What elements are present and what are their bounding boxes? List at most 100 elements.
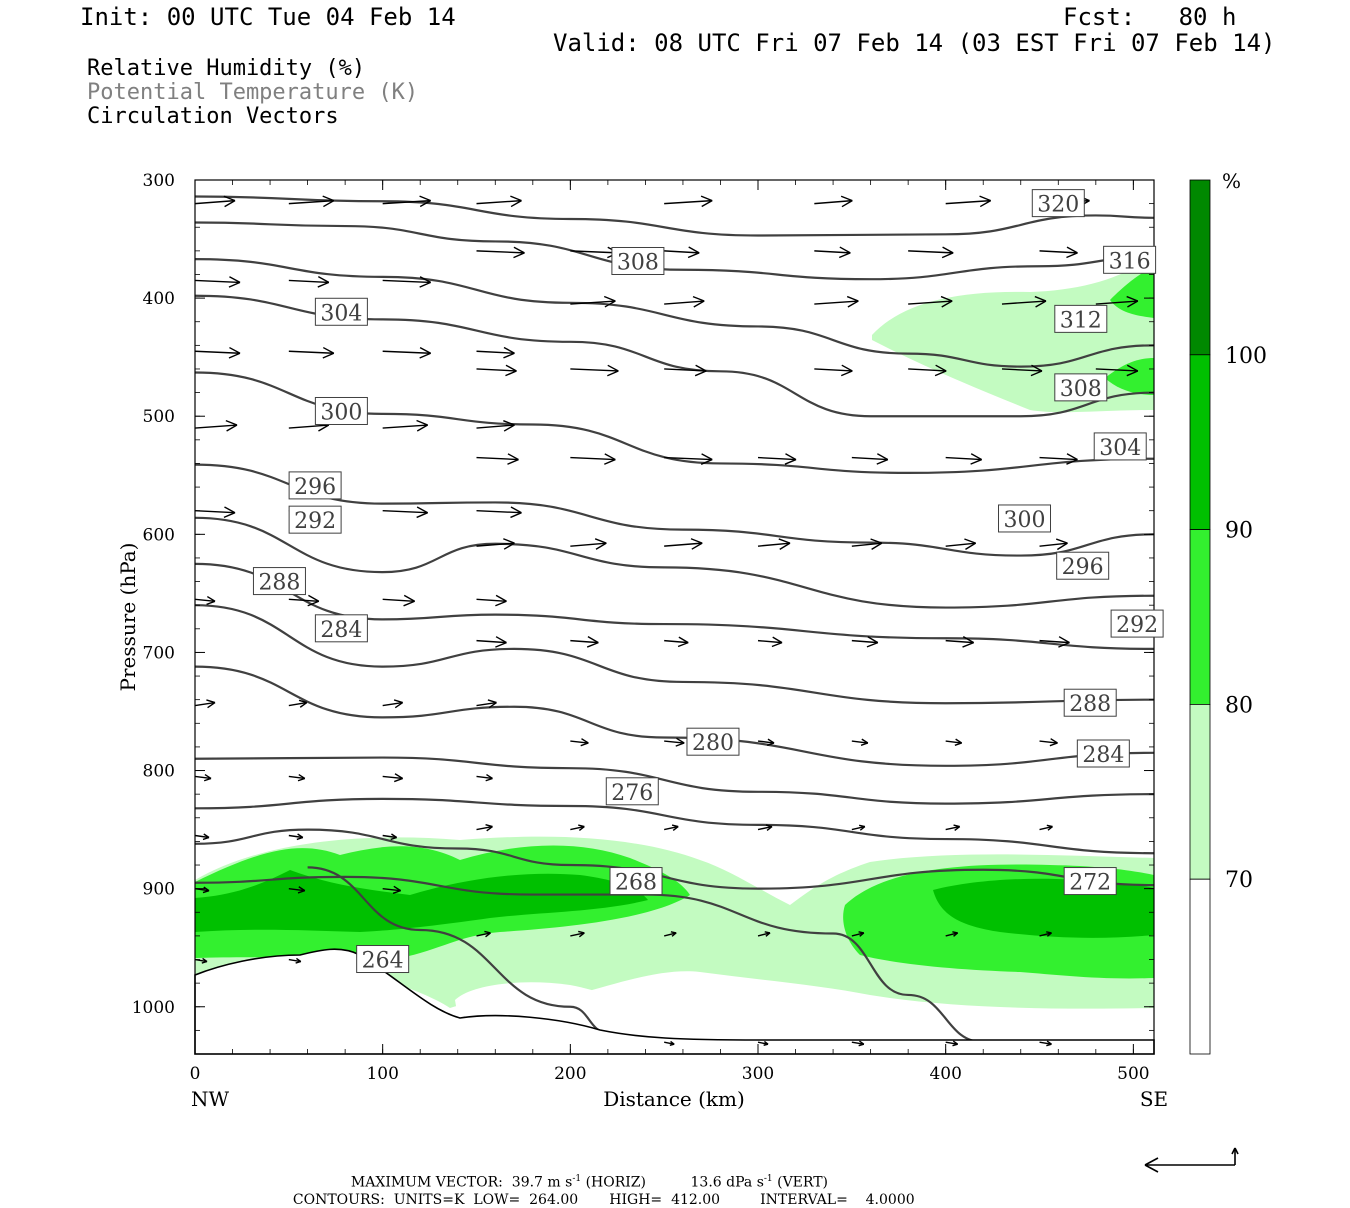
theta-contour-300-5 [195,463,1154,557]
vert-units: dPa s [726,1174,764,1191]
y-tick-label-300: 300 [143,171,175,191]
svg-text:296: 296 [294,475,336,500]
vector-arrow-11-1 [570,636,599,648]
vector-arrow-18-7 [1153,935,1154,936]
field-theta: Potential Temperature (K) [87,80,419,105]
svg-text:276: 276 [611,781,653,806]
x-axis-label: Distance (km) [603,1087,745,1111]
theta-contour-292-7 [195,562,1154,650]
x-tick-label-200: 200 [554,1064,586,1084]
vector-arrow-20-5 [1153,1042,1154,1043]
vector-arrow-3-4 [1001,295,1047,308]
vector-arrow-9-7 [1153,545,1154,547]
svg-text:312: 312 [1060,308,1102,333]
colorbar-level-100: 100 [1225,344,1267,369]
theta-label-284-16: 284 [1076,739,1130,768]
vector-arrow-18-6 [1039,931,1052,937]
vector-arrow-20-4 [1039,1040,1052,1047]
vector-arrow-18-3 [757,931,771,937]
contour-labels: 320 316 312 308 308 304 304 300 300 296 296 292 292 2… [252,189,1164,974]
x-tick-label-0: 0 [190,1064,201,1084]
terrain-outline [194,948,1155,1055]
vector-arrow-19-1 [288,957,302,964]
vector-arrow-12-2 [382,699,404,709]
vector-arrow-15-5 [945,824,961,832]
colorbar-level-80: 80 [1225,693,1253,718]
vector-arrow-11-2 [664,636,689,648]
theta-label-284-15: 284 [314,614,368,643]
theta-label-320-0: 320 [1031,189,1085,218]
vector-arrow-0-3 [476,195,522,208]
vector-arrow-18-2 [664,931,677,937]
vector-arrow-7-6 [1039,453,1078,465]
contours-units: UNITS=K [393,1192,465,1208]
vector-arrow-0-1 [288,195,335,208]
y-tick-label-400: 400 [143,289,175,309]
vector-arrow-2-2 [382,276,432,288]
theta-contour-276-11 [195,797,1154,855]
svg-text:292: 292 [1116,613,1158,638]
vector-arrow-4-1 [288,346,335,359]
colorbar-unit: % [1222,169,1241,193]
reference-vector-icon [1144,1147,1239,1173]
svg-text:316: 316 [1109,249,1151,274]
svg-text:308: 308 [1060,377,1102,402]
init-time: Init: 00 UTC Tue 04 Feb 14 [80,3,456,31]
theta-label-280-17: 280 [686,727,740,756]
vector-arrow-13-0 [570,738,589,747]
vector-arrow-9-6 [1039,538,1068,551]
y-tick-label-900: 900 [143,880,175,900]
vert-suffix: (VERT) [777,1174,828,1191]
vector-arrow-1-0 [476,246,525,259]
vector-arrow-20-2 [851,1040,865,1047]
axes: 300 400 500 600 700 800 900 1000 0 100 200 300 400 50… [116,171,1168,1111]
exp2: -1 [763,1174,773,1184]
forecast-hour: Fcst: 80 h [1063,3,1237,31]
vector-arrow-0-4 [664,195,713,208]
svg-text:284: 284 [320,618,362,643]
theta-label-312-2: 312 [1054,304,1108,333]
theta-label-296-9: 296 [1056,551,1110,580]
vector-arrow-3-2 [814,295,859,308]
theta-label-288-13: 288 [252,567,306,596]
vector-arrow-8-0 [195,506,236,519]
svg-text:268: 268 [615,871,657,896]
vector-arrow-20-1 [757,1040,769,1046]
svg-text:296: 296 [1062,555,1104,580]
vector-arrow-5-0 [476,364,517,377]
theta-label-292-11: 292 [1110,609,1164,638]
svg-text:264: 264 [362,949,404,974]
nw-endpoint: NW [191,1087,230,1111]
colorbar-level-70: 70 [1225,868,1253,893]
vector-arrow-6-2 [382,419,429,432]
vector-arrow-10-2 [382,594,416,607]
vector-arrow-18-1 [570,930,585,938]
vector-arrow-3-3 [908,295,953,308]
low-value: 264.00 [529,1192,579,1208]
max-vector-label: MAXIMUM VECTOR: [350,1174,503,1191]
svg-text:288: 288 [258,571,300,596]
interval-label: INTERVAL= [760,1192,848,1208]
vector-arrow-9-2 [664,538,703,550]
vector-arrow-12-1 [288,699,308,708]
y-tick-label-500: 500 [143,407,175,427]
theta-label-308-4: 308 [611,246,665,275]
vector-arrow-0-5 [814,195,853,208]
vector-arrow-12-0 [195,699,216,709]
vector-arrow-4-3 [476,346,515,359]
rh-80-90-upper [1110,268,1154,318]
field-rh: Relative Humidity (%) [87,56,366,81]
y-tick-label-1000: 1000 [132,998,175,1018]
y-tick-label-800: 800 [143,762,175,782]
vector-arrow-12-3 [476,699,497,709]
theta-label-264-21: 264 [356,945,410,974]
vector-arrow-2-0 [195,276,241,288]
theta-contour-312-2 [195,258,1154,368]
theta-contour-316-1 [195,221,1154,281]
vector-arrow-14-0 [195,773,212,782]
theta-contour-320-0 [195,195,1154,237]
vector-arrow-3-5 [1095,295,1139,308]
theta-contour-288-8 [195,604,1154,705]
vector-arrow-9-4 [851,538,883,551]
